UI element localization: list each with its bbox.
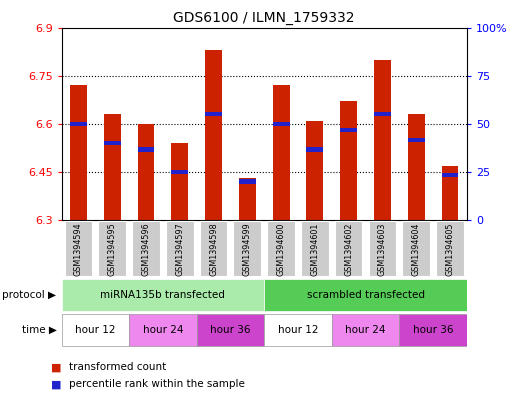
Text: protocol ▶: protocol ▶ bbox=[3, 290, 56, 300]
Text: miRNA135b transfected: miRNA135b transfected bbox=[101, 290, 225, 300]
FancyBboxPatch shape bbox=[267, 221, 295, 276]
Bar bbox=[306, 121, 323, 220]
Bar bbox=[171, 143, 188, 220]
Text: GSM1394600: GSM1394600 bbox=[277, 222, 286, 276]
Text: hour 36: hour 36 bbox=[413, 325, 453, 335]
FancyBboxPatch shape bbox=[166, 221, 193, 276]
Text: percentile rank within the sample: percentile rank within the sample bbox=[69, 379, 245, 389]
Bar bbox=[205, 50, 222, 220]
Bar bbox=[408, 138, 425, 142]
Bar bbox=[408, 114, 425, 220]
FancyBboxPatch shape bbox=[233, 221, 261, 276]
FancyBboxPatch shape bbox=[436, 221, 464, 276]
Bar bbox=[137, 124, 154, 220]
Bar bbox=[442, 173, 459, 177]
FancyBboxPatch shape bbox=[132, 221, 160, 276]
Bar bbox=[239, 180, 256, 184]
Text: GSM1394603: GSM1394603 bbox=[378, 222, 387, 276]
Bar bbox=[306, 147, 323, 152]
FancyBboxPatch shape bbox=[65, 221, 92, 276]
Bar bbox=[104, 141, 121, 145]
Bar bbox=[137, 147, 154, 152]
Text: hour 12: hour 12 bbox=[75, 325, 115, 335]
Title: GDS6100 / ILMN_1759332: GDS6100 / ILMN_1759332 bbox=[173, 11, 355, 25]
Text: GSM1394605: GSM1394605 bbox=[445, 222, 455, 276]
Bar bbox=[374, 112, 391, 116]
Bar bbox=[374, 60, 391, 220]
Text: transformed count: transformed count bbox=[69, 362, 167, 373]
Bar bbox=[340, 101, 357, 220]
FancyBboxPatch shape bbox=[62, 314, 129, 346]
FancyBboxPatch shape bbox=[368, 221, 396, 276]
Text: hour 24: hour 24 bbox=[345, 325, 386, 335]
FancyBboxPatch shape bbox=[335, 221, 363, 276]
Text: GSM1394602: GSM1394602 bbox=[344, 222, 353, 276]
Bar bbox=[205, 112, 222, 116]
Bar bbox=[239, 178, 256, 220]
FancyBboxPatch shape bbox=[200, 221, 227, 276]
Bar bbox=[272, 85, 289, 220]
Text: GSM1394596: GSM1394596 bbox=[142, 222, 150, 276]
FancyBboxPatch shape bbox=[399, 314, 467, 346]
FancyBboxPatch shape bbox=[98, 221, 126, 276]
Text: GSM1394597: GSM1394597 bbox=[175, 222, 184, 276]
Text: GSM1394594: GSM1394594 bbox=[74, 222, 83, 276]
Text: hour 12: hour 12 bbox=[278, 325, 318, 335]
Bar bbox=[171, 170, 188, 174]
Text: GSM1394601: GSM1394601 bbox=[310, 222, 320, 276]
Text: hour 36: hour 36 bbox=[210, 325, 251, 335]
FancyBboxPatch shape bbox=[402, 221, 430, 276]
Text: GSM1394598: GSM1394598 bbox=[209, 222, 218, 276]
Bar bbox=[442, 165, 459, 220]
FancyBboxPatch shape bbox=[129, 314, 196, 346]
FancyBboxPatch shape bbox=[264, 279, 467, 310]
Text: time ▶: time ▶ bbox=[22, 325, 56, 335]
Text: ■: ■ bbox=[51, 379, 62, 389]
Text: GSM1394595: GSM1394595 bbox=[108, 222, 117, 276]
Text: GSM1394604: GSM1394604 bbox=[411, 222, 421, 276]
Text: scrambled transfected: scrambled transfected bbox=[306, 290, 425, 300]
Bar bbox=[70, 85, 87, 220]
Bar bbox=[104, 114, 121, 220]
FancyBboxPatch shape bbox=[264, 314, 332, 346]
Text: GSM1394599: GSM1394599 bbox=[243, 222, 252, 276]
Text: hour 24: hour 24 bbox=[143, 325, 183, 335]
FancyBboxPatch shape bbox=[301, 221, 329, 276]
Bar bbox=[70, 122, 87, 126]
Text: ■: ■ bbox=[51, 362, 62, 373]
Bar bbox=[340, 128, 357, 132]
FancyBboxPatch shape bbox=[332, 314, 399, 346]
FancyBboxPatch shape bbox=[62, 279, 264, 310]
FancyBboxPatch shape bbox=[196, 314, 264, 346]
Bar bbox=[272, 122, 289, 126]
